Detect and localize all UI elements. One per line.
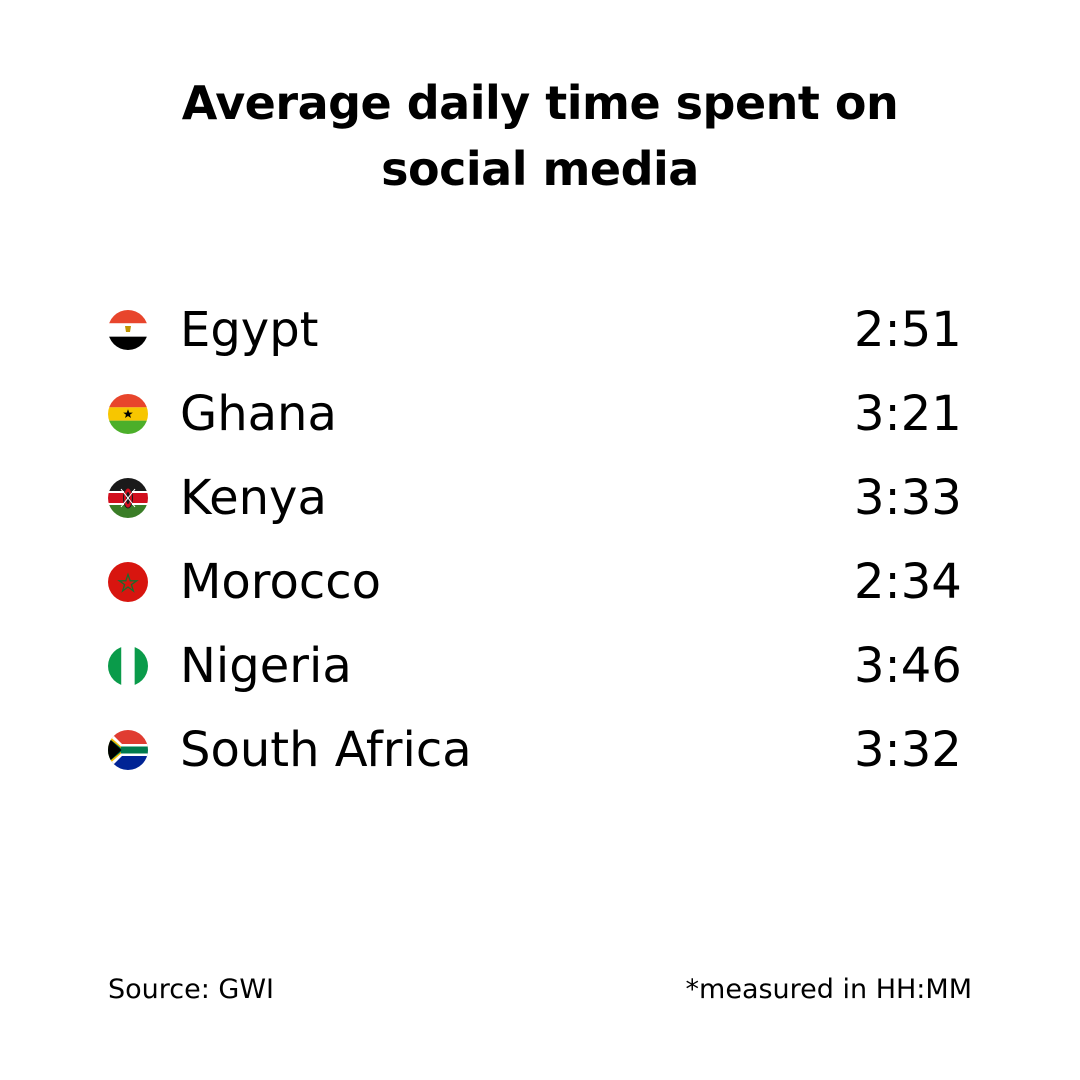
country-name: Ghana (180, 386, 337, 442)
south-africa-flag-icon (108, 730, 148, 770)
morocco-flag-icon (108, 562, 148, 602)
table-row: Nigeria 3:46 (108, 624, 978, 708)
country-name: Kenya (180, 470, 327, 526)
chart-title: Average daily time spent on social media (181, 76, 899, 196)
table-row: Egypt 2:51 (108, 288, 978, 372)
time-value: 3:32 (854, 722, 962, 778)
country-name: Egypt (180, 302, 319, 358)
time-value: 3:46 (854, 638, 962, 694)
table-row: Ghana 3:21 (108, 372, 978, 456)
time-value: 2:51 (854, 302, 962, 358)
country-name: South Africa (180, 722, 472, 778)
country-name: Morocco (180, 554, 381, 610)
table-row: Morocco 2:34 (108, 540, 978, 624)
time-value: 3:21 (854, 386, 962, 442)
unit-note: *measured in HH:MM (685, 974, 972, 1005)
nigeria-flag-icon (108, 646, 148, 686)
source-note: Source: GWI (108, 974, 274, 1005)
kenya-flag-icon (108, 478, 148, 518)
table-row: Kenya 3:33 (108, 456, 978, 540)
table-row: South Africa 3:32 (108, 708, 978, 792)
country-name: Nigeria (180, 638, 352, 694)
country-table: Egypt 2:51 Ghana 3:21 (108, 288, 978, 792)
ghana-flag-icon (108, 394, 148, 434)
egypt-flag-icon (108, 310, 148, 350)
time-value: 2:34 (854, 554, 962, 610)
time-value: 3:33 (854, 470, 962, 526)
